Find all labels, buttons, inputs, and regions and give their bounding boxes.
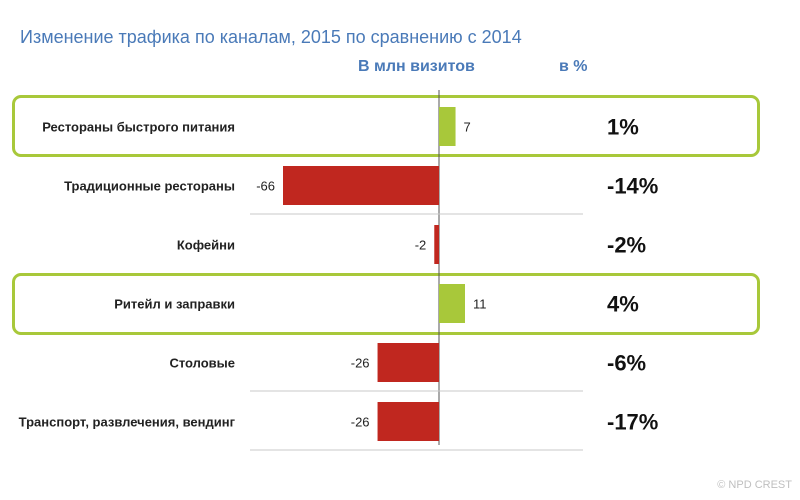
value-label: -26 <box>351 415 370 430</box>
bar-5 <box>377 402 439 441</box>
bar-2 <box>434 225 439 264</box>
percent-column-header: в % <box>559 58 588 75</box>
percent-label: 1% <box>607 115 639 140</box>
category-label: Транспорт, развлечения, вендинг <box>19 415 236 430</box>
category-label: Традиционные рестораны <box>64 179 235 194</box>
percent-label: -17% <box>607 410 658 435</box>
bar-4 <box>377 343 439 382</box>
highlight-box-fast-food <box>12 95 760 157</box>
category-label: Рестораны быстрого питания <box>42 120 235 135</box>
bar-3 <box>439 284 465 323</box>
value-label: -26 <box>351 356 370 371</box>
value-column-header: В млн визитов <box>358 58 475 75</box>
highlight-box-retail <box>12 273 760 335</box>
category-label: Кофейни <box>177 238 235 253</box>
percent-label: -6% <box>607 351 646 376</box>
value-label: -2 <box>415 238 427 253</box>
watermark: © NPD CREST <box>717 479 792 491</box>
percent-label: 4% <box>607 292 639 317</box>
bar-1 <box>283 166 439 205</box>
percent-label: -14% <box>607 174 658 199</box>
category-label: Столовые <box>169 356 235 371</box>
value-label: -66 <box>256 179 275 194</box>
percent-label: -2% <box>607 233 646 258</box>
bar-0 <box>439 107 456 146</box>
value-label: 11 <box>473 297 487 312</box>
category-label: Ритейл и заправки <box>114 297 235 312</box>
chart-title: Изменение трафика по каналам, 2015 по ср… <box>20 27 522 47</box>
value-label: 7 <box>464 120 471 135</box>
